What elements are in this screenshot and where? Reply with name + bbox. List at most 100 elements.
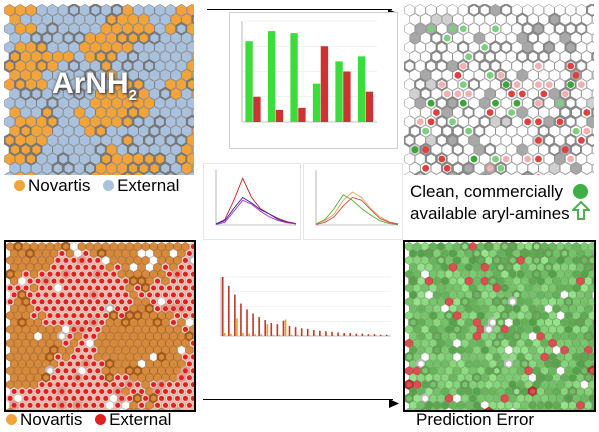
map-cell <box>552 386 561 397</box>
map-cell <box>101 324 110 334</box>
bar <box>367 334 370 336</box>
map-cell-dot <box>497 164 505 172</box>
map-cell <box>30 352 39 362</box>
map-cell-dot <box>182 382 188 388</box>
bar <box>335 61 343 122</box>
map-cell <box>560 317 569 328</box>
line-chart-right <box>303 163 403 240</box>
map-cell-dot <box>67 278 73 284</box>
map-cell <box>117 269 126 279</box>
map-cell-dot <box>83 347 89 353</box>
map-cell <box>192 145 194 154</box>
map-cell <box>61 352 70 362</box>
caption-line-1: Clean, commercially <box>410 182 564 201</box>
map-cell-dot <box>83 333 89 339</box>
map-cell <box>181 50 193 63</box>
map-cell <box>85 407 94 410</box>
map-cell <box>19 86 32 102</box>
map-cell <box>10 276 19 286</box>
map-cell <box>93 338 102 348</box>
map-cell <box>474 87 485 101</box>
map-cell <box>500 283 509 293</box>
map-cell <box>409 31 421 45</box>
map-cell <box>484 380 493 390</box>
map-cell-dot <box>59 264 65 270</box>
map-cell <box>437 366 445 376</box>
map-cell <box>476 297 485 307</box>
map-cell <box>524 311 533 321</box>
map-cell <box>111 171 123 175</box>
map-cell <box>484 124 496 138</box>
map-cell-dot <box>47 285 53 291</box>
bar <box>276 324 279 336</box>
map-cell <box>527 106 539 119</box>
map-cell <box>492 283 501 293</box>
map-cell <box>544 331 553 341</box>
map-cell <box>565 4 577 17</box>
map-cell <box>121 58 134 74</box>
map-cell <box>18 262 27 272</box>
map-cell-dot <box>178 388 184 395</box>
map-cell <box>568 345 577 355</box>
map-cell <box>161 276 170 286</box>
map-cell <box>504 276 513 286</box>
map-cell <box>101 407 110 410</box>
map-cell <box>84 13 96 26</box>
map-cell <box>133 338 142 348</box>
map-cell-dot <box>111 299 117 305</box>
map-cell <box>472 359 481 369</box>
bar <box>327 335 329 336</box>
map-cell <box>57 345 66 355</box>
map-cell <box>413 407 422 410</box>
map-cell-dot <box>59 250 65 257</box>
map-cell <box>117 324 126 334</box>
map-cell <box>85 338 94 348</box>
map-cell-dot <box>427 99 435 107</box>
map-cell <box>484 352 493 362</box>
map-cell <box>145 373 154 383</box>
map-cell <box>445 338 453 348</box>
map-cell-dot <box>433 109 440 116</box>
map-cell-dot <box>91 375 97 381</box>
map-cell <box>73 30 86 46</box>
map-cell <box>536 317 545 328</box>
map-cell <box>445 366 453 376</box>
map-cell <box>405 392 415 404</box>
map-cell <box>516 69 528 82</box>
map-cell <box>560 276 569 286</box>
map-cell <box>14 255 23 265</box>
map-cell <box>479 97 491 110</box>
bar <box>369 335 372 336</box>
map-cell <box>576 400 585 410</box>
map-cell <box>437 352 445 362</box>
map-cell <box>447 171 458 175</box>
map-cell <box>177 331 186 341</box>
map-cell-dot <box>63 382 69 388</box>
map-cell <box>74 13 85 26</box>
map-cell <box>109 393 118 403</box>
map-cell <box>572 242 581 252</box>
map-cell-dot <box>186 264 192 270</box>
map-cell <box>506 143 517 156</box>
map-cell <box>500 407 509 410</box>
map-cell <box>452 297 461 307</box>
map-cell <box>137 373 146 383</box>
map-cell <box>468 380 477 390</box>
map-cell-dot <box>556 118 564 126</box>
map-cell <box>552 248 561 259</box>
map-cell <box>22 352 31 362</box>
map-cell <box>524 255 533 265</box>
map-cell <box>441 13 453 26</box>
bar <box>258 317 260 336</box>
map-cell <box>560 400 569 410</box>
map-cell <box>448 262 457 272</box>
map-cell <box>524 283 533 293</box>
map-cell <box>421 297 430 307</box>
map-cell-dot <box>79 340 85 346</box>
map-cell <box>30 338 39 348</box>
map-cell <box>141 311 150 321</box>
map-cell <box>84 31 96 45</box>
bar <box>246 309 248 336</box>
map-cell <box>105 400 114 410</box>
map-cell-dot <box>39 382 45 388</box>
